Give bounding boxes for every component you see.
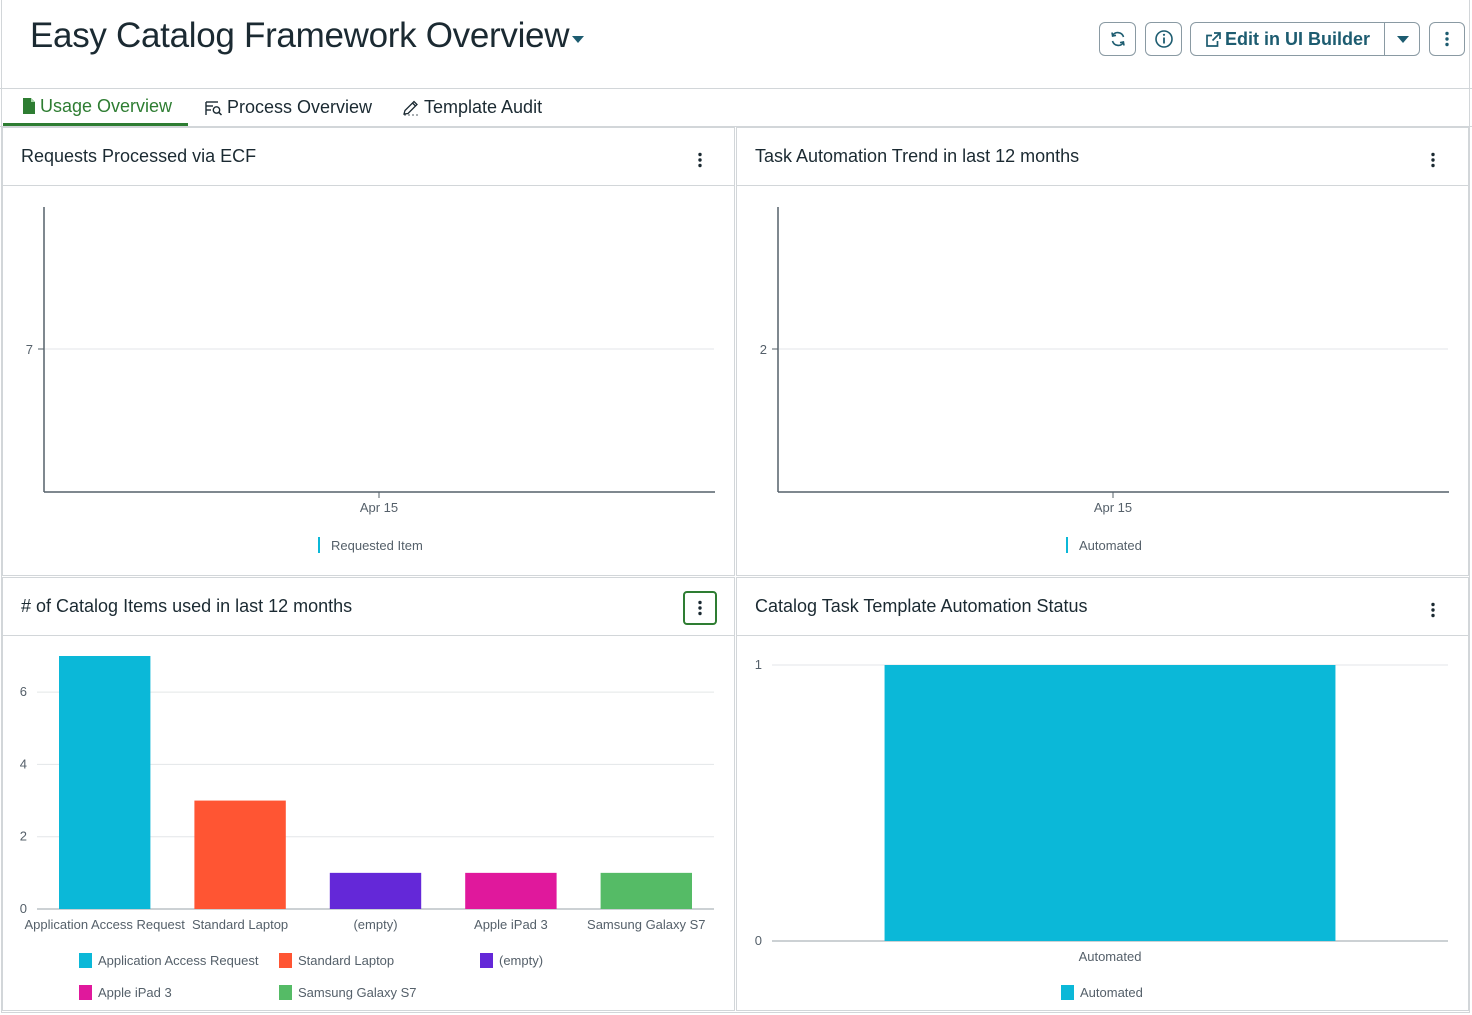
legend-label: Requested Item (331, 538, 423, 553)
widget-menu-button[interactable] (685, 145, 715, 175)
bar (329, 872, 422, 909)
bar (59, 656, 151, 909)
more-vertical-icon (1431, 152, 1435, 168)
external-link-icon (1206, 31, 1221, 47)
widget-menu-button[interactable] (1418, 595, 1448, 625)
y-tick-label: 1 (755, 657, 762, 672)
widget-header: # of Catalog Items used in last 12 month… (3, 578, 734, 636)
widget-menu-button[interactable] (1418, 145, 1448, 175)
x-tick-label: (empty) (353, 917, 397, 932)
tab-process-overview[interactable]: Process Overview (205, 89, 385, 126)
legend-swatch (1061, 985, 1074, 1000)
more-vertical-icon (698, 600, 702, 616)
y-tick-label: 0 (755, 933, 762, 948)
x-tick-label: Application Access Request (24, 917, 185, 932)
more-vertical-icon (1445, 31, 1449, 47)
legend-swatch (79, 985, 92, 1000)
more-vertical-icon (698, 152, 702, 168)
bar (600, 872, 692, 909)
task-automation-trend-widget: Task Automation Trend in last 12 months … (736, 127, 1469, 576)
refresh-button[interactable] (1099, 22, 1136, 56)
pencil-icon (403, 100, 419, 115)
widget-header: Requests Processed via ECF (3, 128, 734, 186)
widget-menu-button[interactable] (683, 591, 717, 625)
document-icon (23, 98, 35, 114)
y-tick-label: 2 (20, 829, 27, 844)
widget-title: Catalog Task Template Automation Status (755, 596, 1088, 616)
edit-in-ui-builder-split-button: Edit in UI Builder (1190, 22, 1420, 56)
widget-title: Task Automation Trend in last 12 months (755, 146, 1080, 166)
title-dropdown-caret-icon[interactable] (572, 36, 584, 43)
y-tick-label: 0 (20, 901, 27, 916)
tab-bar: Usage Overview Process Overview Template… (0, 89, 1472, 127)
requests-processed-widget: Requests Processed via ECF 7 Apr 15 Requ… (2, 127, 735, 576)
legend-swatch (480, 953, 493, 968)
tab-usage-overview[interactable]: Usage Overview (3, 89, 188, 126)
legend-swatch (318, 537, 320, 553)
legend-label: Application Access Request (98, 953, 259, 968)
split-separator (1384, 23, 1385, 55)
trend-line-chart: 2 Apr 15 Automated (760, 207, 1449, 553)
edit-in-ui-builder-button[interactable]: Edit in UI Builder (1191, 23, 1384, 55)
more-vertical-icon (1431, 602, 1435, 618)
legend-label: Apple iPad 3 (98, 985, 172, 1000)
edit-in-ui-builder-label: Edit in UI Builder (1224, 28, 1370, 49)
more-options-button[interactable] (1429, 22, 1465, 56)
bar (884, 665, 1336, 941)
bar (465, 872, 557, 909)
legend-label: Samsung Galaxy S7 (298, 985, 417, 1000)
info-icon (1154, 30, 1173, 48)
process-search-icon (205, 100, 223, 116)
chevron-down-icon (1396, 35, 1409, 43)
widget-title: # of Catalog Items used in last 12 month… (21, 596, 353, 616)
widget-header: Catalog Task Template Automation Status (737, 578, 1468, 636)
dashboard-header: Easy Catalog Framework Overview Edit in … (0, 0, 1472, 89)
x-tick-label: Automated (1079, 949, 1142, 964)
x-tick-label: Apple iPad 3 (474, 917, 548, 932)
edit-options-dropdown-button[interactable] (1385, 23, 1420, 55)
tab-label: Process Overview (227, 97, 373, 117)
y-tick-label: 2 (760, 342, 767, 357)
catalog-items-bar-chart: 0 2 4 6 Application Access Request Standard L… (20, 656, 714, 1000)
legend-label: Automated (1080, 985, 1143, 1000)
x-tick-label: Samsung Galaxy S7 (587, 917, 706, 932)
info-button[interactable] (1145, 22, 1182, 56)
y-tick-label: 6 (20, 684, 27, 699)
tab-template-audit[interactable]: Template Audit (402, 89, 562, 126)
legend-label: Automated (1079, 538, 1142, 553)
legend-label: Standard Laptop (298, 953, 394, 968)
legend-swatch (279, 953, 292, 968)
widget-title: Requests Processed via ECF (21, 146, 257, 166)
bar (194, 800, 286, 909)
x-tick-label: Apr 15 (1094, 500, 1132, 515)
requests-line-chart: 7 Apr 15 Requested Item (26, 207, 715, 553)
page-title: Easy Catalog Framework Overview (30, 16, 570, 55)
refresh-icon (1110, 31, 1125, 47)
legend-swatch (1066, 537, 1068, 553)
x-tick-label: Standard Laptop (192, 917, 288, 932)
legend-swatch (279, 985, 292, 1000)
tab-label: Template Audit (424, 97, 543, 117)
automation-status-widget: Catalog Task Template Automation Status … (736, 577, 1469, 1011)
legend-swatch (79, 953, 92, 968)
y-tick-label: 4 (20, 756, 27, 771)
y-tick-label: 7 (26, 342, 33, 357)
legend-label: (empty) (499, 953, 543, 968)
tab-label: Usage Overview (40, 95, 173, 116)
catalog-items-widget: # of Catalog Items used in last 12 month… (2, 577, 735, 1011)
widget-header: Task Automation Trend in last 12 months (737, 128, 1468, 186)
x-tick-label: Apr 15 (360, 500, 398, 515)
automation-status-bar-chart: 0 1 Automated Automated (755, 657, 1448, 1000)
